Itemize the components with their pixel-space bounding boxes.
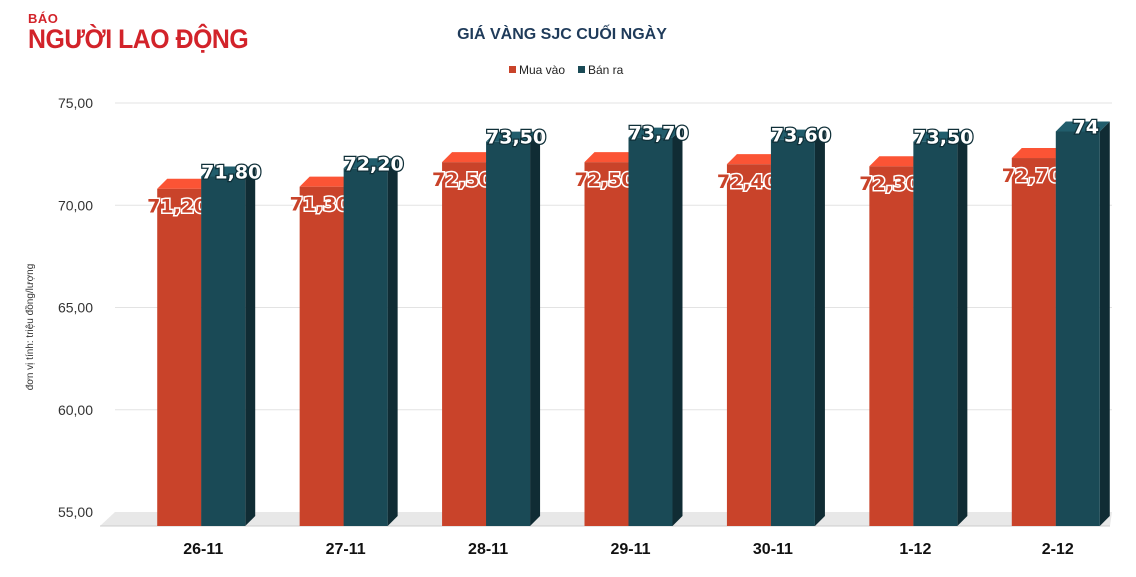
legend-label: Bán ra	[588, 63, 624, 77]
bar-side	[957, 131, 968, 527]
data-label: 72,20	[344, 153, 404, 175]
data-label: 71,80	[201, 161, 261, 183]
bar-top	[343, 158, 398, 169]
legend-label: Mua vào	[519, 63, 565, 77]
bar-side	[814, 129, 825, 526]
bar-ban-ra	[628, 127, 683, 527]
y-tick-label: 55,00	[58, 504, 93, 520]
data-label: 72,50	[574, 169, 634, 191]
bar-top	[1055, 121, 1110, 132]
bar-front	[486, 141, 531, 527]
bar-front	[913, 141, 958, 527]
bar-side	[387, 158, 398, 526]
y-tick-label: 75,00	[58, 95, 93, 111]
bar-front	[201, 176, 246, 526]
bar-side	[672, 127, 683, 527]
bar-top	[299, 176, 354, 187]
y-tick-labels: 55,00 60,00 65,00 70,00 75,00	[58, 95, 93, 520]
bar-side	[245, 166, 256, 526]
data-label: 73,50	[486, 127, 546, 149]
bar-ban-ra	[913, 131, 968, 527]
bar-top	[913, 131, 968, 142]
bar-side	[530, 131, 541, 527]
bar-top	[486, 131, 541, 142]
bar-top	[869, 156, 924, 167]
bar-ban-ra	[343, 158, 398, 526]
bar-front	[628, 137, 673, 526]
x-tick-label: 1-12	[899, 541, 931, 558]
data-label: 72,30	[859, 173, 919, 195]
bar-top	[157, 178, 212, 189]
bar-front	[726, 164, 771, 527]
x-tick-label: 26-11	[183, 541, 223, 558]
data-label: 72,50	[432, 169, 492, 191]
legend-swatch	[509, 66, 516, 73]
x-tick-label: 2-12	[1042, 541, 1074, 558]
bar-front	[442, 162, 487, 526]
data-label: 72,70	[1002, 165, 1062, 187]
y-axis-label: đơn vị tính: triệu đồng/lượng	[24, 264, 36, 391]
logo-top-text: BÁO	[28, 11, 59, 26]
bar-top	[584, 152, 639, 163]
y-tick-label: 65,00	[58, 300, 93, 316]
bar-top	[726, 154, 781, 165]
x-tick-label: 28-11	[468, 541, 508, 558]
bar-top	[442, 152, 497, 163]
data-label: 74	[1073, 116, 1099, 138]
bar-front	[770, 139, 815, 526]
bars: 71,20 71,80 71,30 72,20 72,50 73,50 72,50 73,70…	[146, 115, 1110, 527]
data-label: 73,60	[771, 125, 831, 147]
logo: BÁO NGƯỜI LAO ĐỘNG	[28, 12, 267, 53]
bar-front	[869, 166, 914, 526]
bar-front	[1055, 131, 1100, 526]
bar-top	[201, 166, 256, 177]
bar-ban-ra	[486, 131, 541, 527]
x-tick-label: 30-11	[753, 541, 793, 558]
bar-front	[1011, 158, 1056, 526]
bar-front	[584, 162, 629, 526]
data-label: 73,70	[628, 123, 688, 145]
legend: Mua vào Bán ra	[509, 63, 624, 77]
bar-ban-ra	[1055, 121, 1110, 526]
data-label: 71,20	[147, 196, 207, 218]
bar-front	[343, 168, 388, 526]
bar-top	[628, 127, 683, 138]
data-label: 71,30	[290, 194, 350, 216]
x-tick-labels: 26-11 27-11 28-11 29-11 30-11 1-12 2-12	[183, 541, 1074, 558]
bar-ban-ra	[201, 166, 256, 526]
legend-swatch	[578, 66, 585, 73]
bar-front	[299, 186, 344, 527]
bar-side	[1099, 121, 1110, 526]
bar-top	[770, 129, 825, 140]
x-tick-label: 27-11	[326, 541, 366, 558]
y-tick-label: 70,00	[58, 197, 93, 213]
bar-front	[157, 188, 202, 526]
y-tick-label: 60,00	[58, 402, 93, 418]
data-label: 72,40	[717, 171, 777, 193]
chart-title: GIÁ VÀNG SJC CUỐI NGÀY	[457, 23, 667, 43]
logo-main-text: NGƯỜI LAO ĐỘNG	[28, 24, 249, 54]
bar-top	[1011, 148, 1066, 159]
x-tick-label: 29-11	[610, 541, 650, 558]
bar-ban-ra	[770, 129, 825, 526]
data-label: 73,50	[913, 127, 973, 149]
